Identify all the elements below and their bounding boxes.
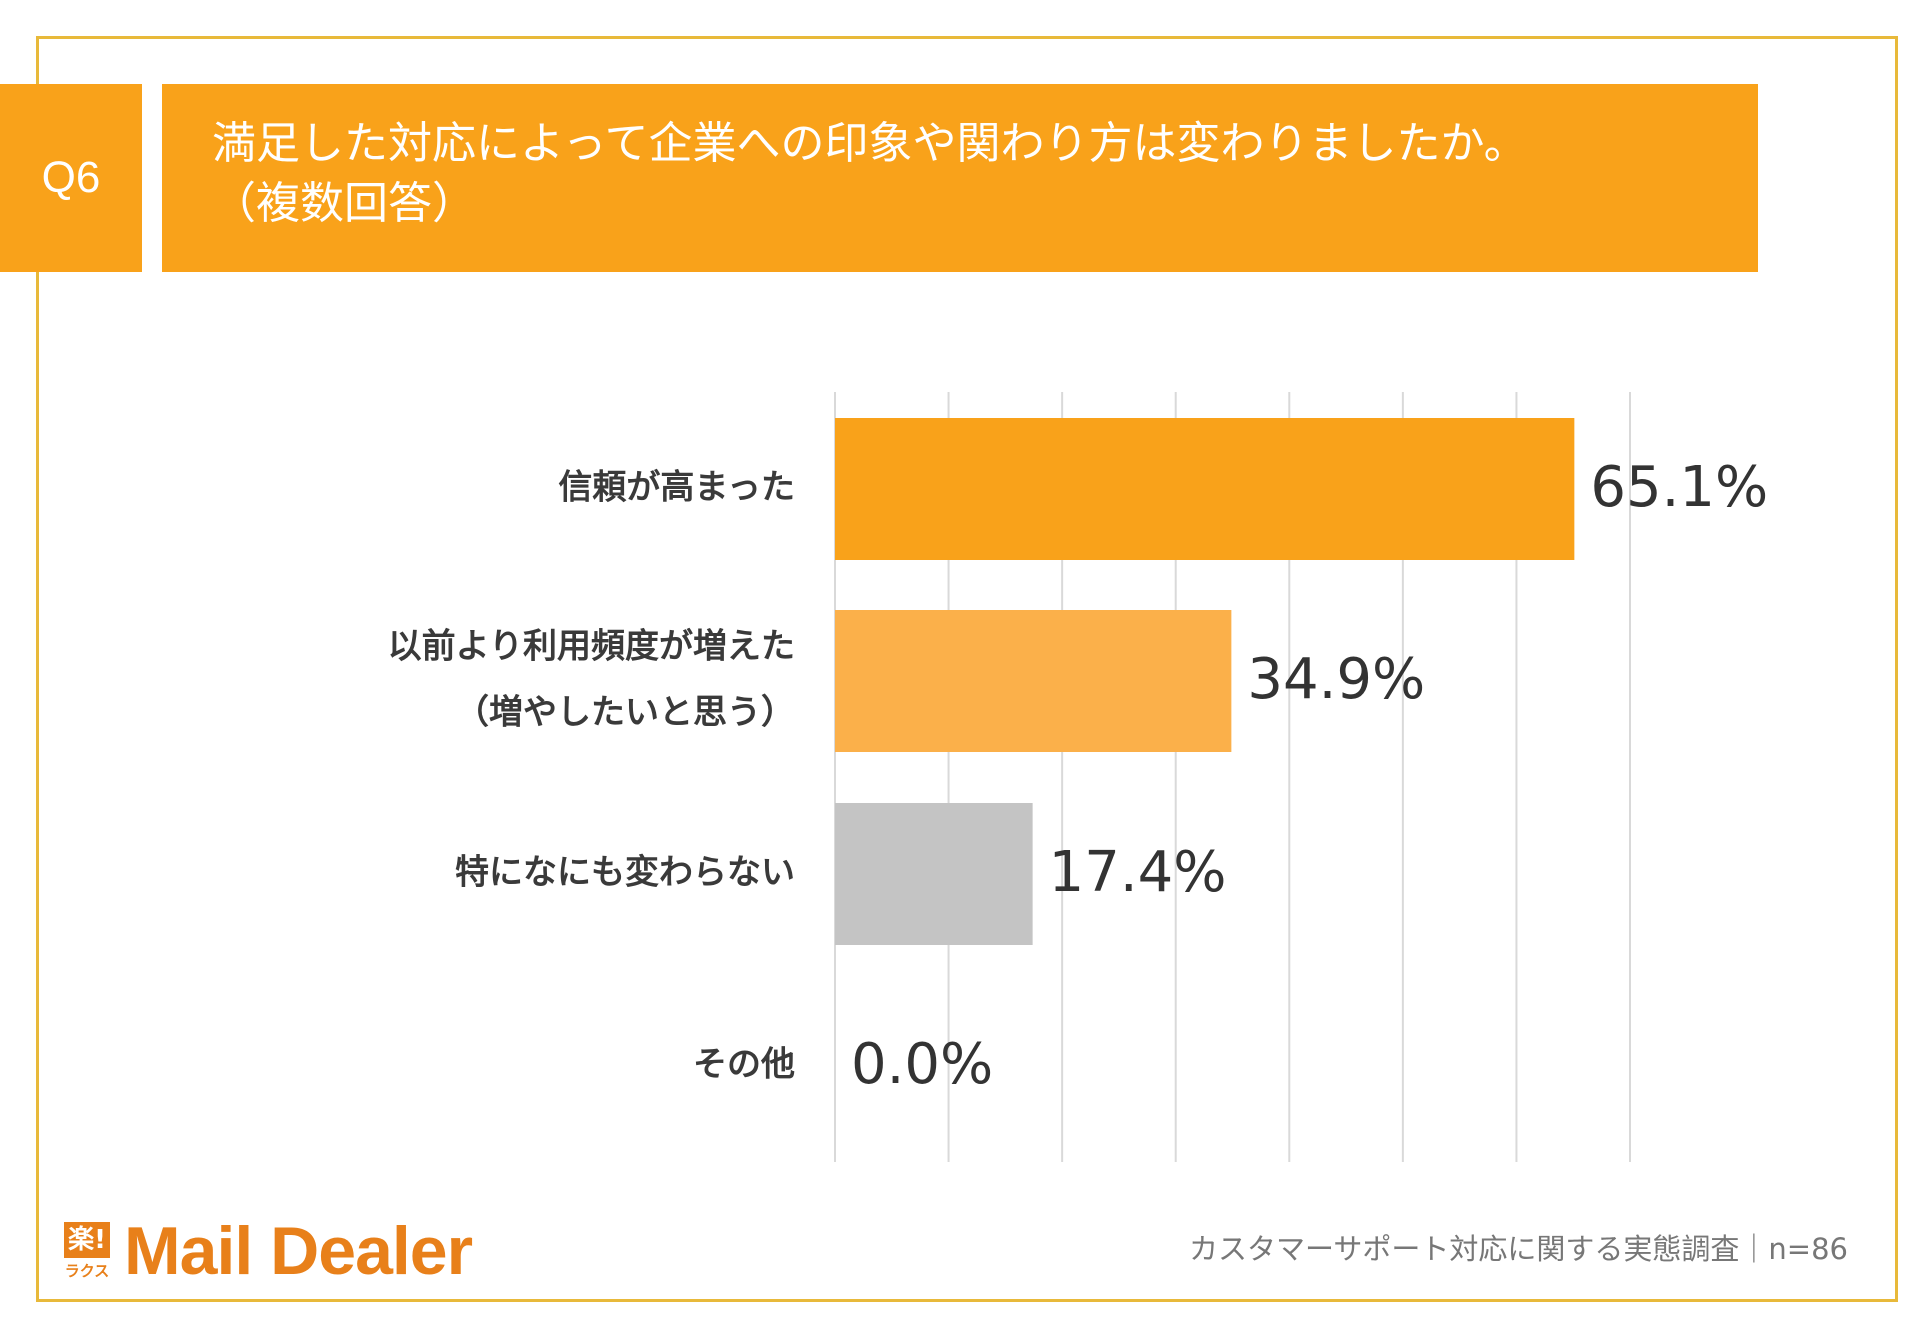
bar-2 [835,610,1232,752]
logo-text: Mail Dealer [124,1213,473,1289]
category-label-2-line2: （増やしたいと思う） [455,693,795,733]
survey-source-note: カスタマーサポート対応に関する実態調査｜n=86 [1188,1232,1848,1266]
chart-value-labels: 65.1% 34.9% 17.4% 0.0% [851,455,1768,1097]
logo-kana: ラクス [64,1262,110,1280]
logo-kanji: 楽! [64,1222,110,1258]
category-label-2-line1: 以前より利用頻度が増えた [388,627,795,667]
question-number: Q6 [41,153,101,202]
bar-3 [835,803,1033,945]
value-label-3: 17.4% [1049,840,1227,905]
question-title-box: 満足した対応によって企業への印象や関わり方は変わりましたか。 （複数回答） [162,84,1758,272]
question-title-line1: 満足した対応によって企業への印象や関わり方は変わりましたか。 [212,118,1528,169]
question-number-badge: Q6 [0,84,142,272]
mail-dealer-logo: 楽! ラクス Mail Dealer [64,1213,473,1289]
bar-1 [835,418,1575,560]
category-label-1: 信頼が高まった [558,468,795,508]
question-title-line2: （複数回答） [212,178,476,229]
rakus-logo-mark: 楽! ラクス [64,1222,110,1280]
chart-bars [835,418,1575,945]
value-label-1: 65.1% [1590,455,1768,520]
category-label-4: その他 [693,1045,795,1085]
page-frame [36,36,1898,1302]
category-label-3: 特になにも変わらない [455,853,795,893]
value-label-2: 34.9% [1247,647,1425,712]
value-label-4: 0.0% [851,1032,993,1097]
